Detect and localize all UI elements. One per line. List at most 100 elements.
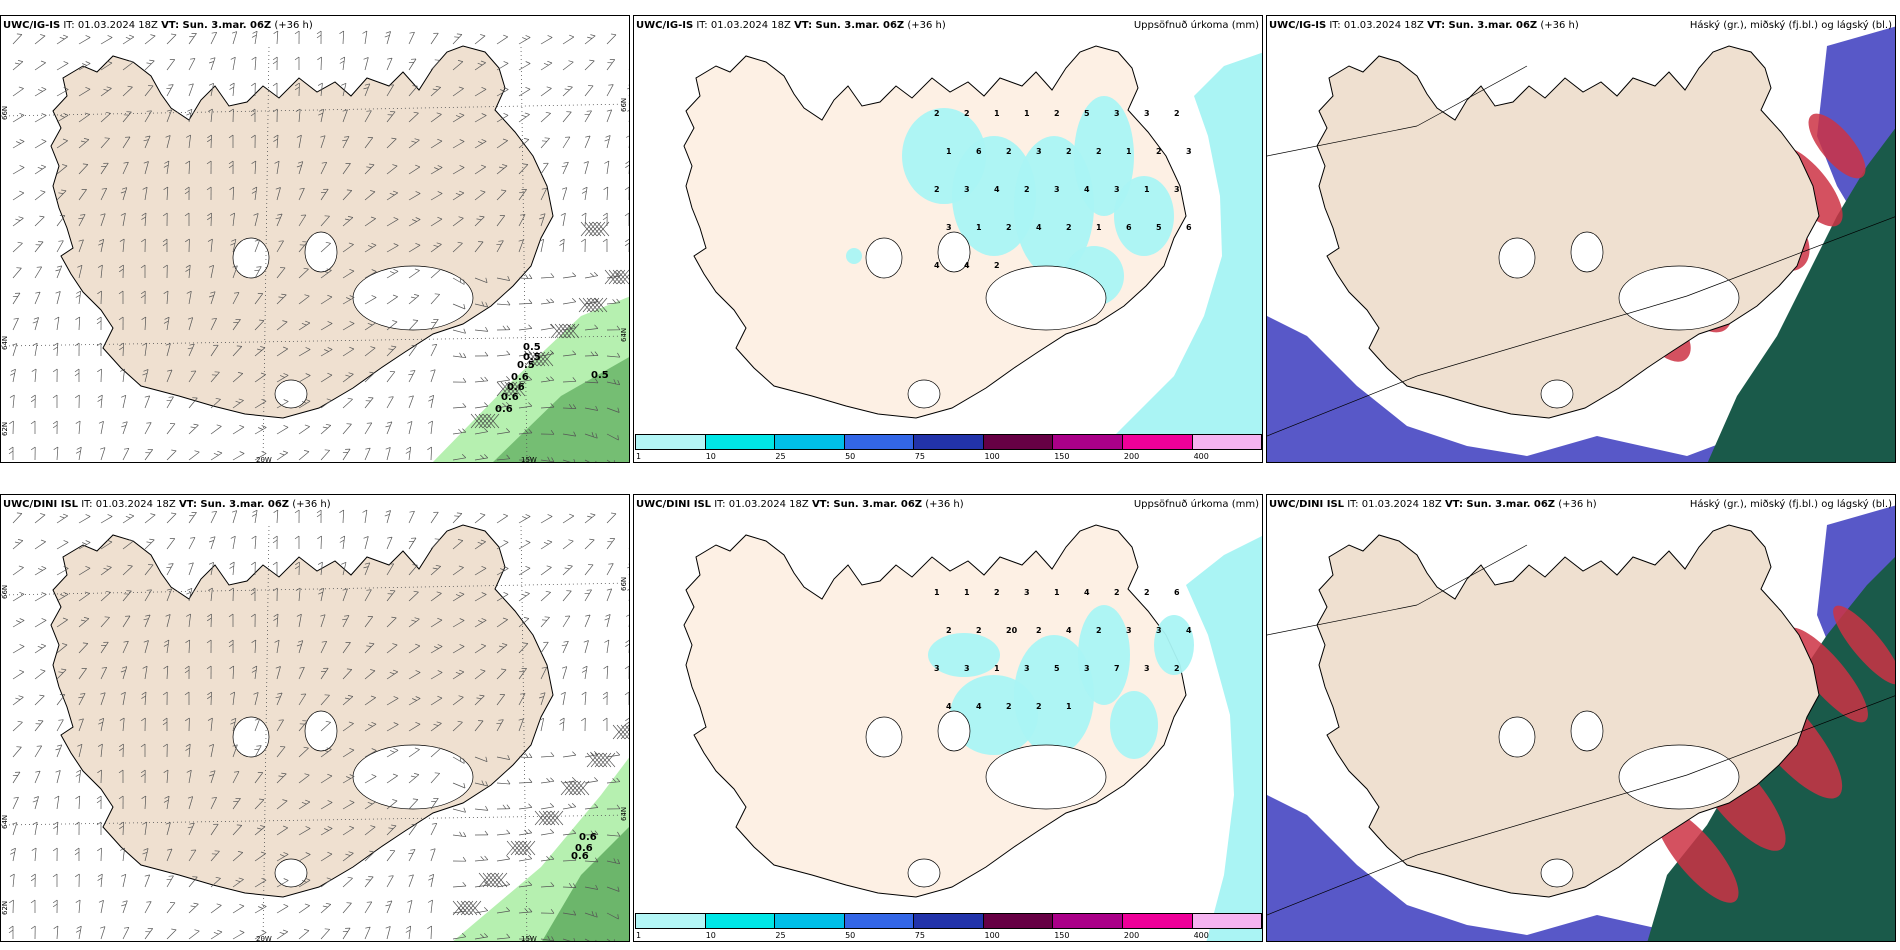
wind-barb — [34, 291, 41, 305]
glaciers — [865, 231, 1107, 409]
wind-barb — [100, 565, 112, 576]
fog-value: 0.5 — [517, 360, 535, 371]
wind-barb — [276, 346, 288, 357]
wind-barb — [140, 264, 146, 278]
precip-value: 3 — [1024, 664, 1030, 673]
wind-barb — [628, 434, 629, 435]
wind-barb — [52, 899, 58, 914]
wind-barb — [408, 874, 414, 888]
wind-barb — [474, 60, 486, 71]
wind-barb — [188, 370, 197, 383]
precip-colorbar: 1 10 25 50 75 100 150 200 400 — [634, 434, 1262, 462]
wind-barb — [496, 540, 509, 550]
wind-barb — [294, 30, 300, 45]
wind-barb — [254, 798, 265, 810]
wind-barb — [56, 34, 68, 45]
wind-barb — [518, 693, 526, 706]
precip-value: 2 — [934, 185, 940, 194]
colorbar-tick-label: 50 — [845, 452, 856, 461]
wind-barb — [364, 695, 376, 706]
wind-barb — [143, 614, 151, 628]
wind-barb — [142, 821, 148, 836]
colorbar-tick-label: 10 — [705, 452, 716, 461]
wind-barb — [386, 643, 398, 654]
wind-barb — [9, 873, 15, 888]
wind-barb — [364, 346, 376, 357]
wind-barb — [232, 265, 238, 279]
wind-barb — [408, 643, 421, 654]
wind-barb — [229, 108, 234, 123]
wind-barb — [408, 268, 420, 279]
wind-map: 0.50.50.50.60.60.60.60.566N64N62N66N64N2… — [1, 30, 629, 462]
wind-barb — [165, 343, 171, 357]
glacier-ice-cap — [907, 858, 941, 888]
glacier-ice-cap — [232, 716, 270, 758]
wind-barb — [75, 795, 81, 810]
wind-barb — [584, 59, 595, 71]
wind-barb — [78, 718, 84, 732]
wind-barb — [122, 615, 131, 628]
wind-barb — [430, 772, 440, 784]
panel-field-label: Háský (gr.), miðský (fj.bl.) og lágský (… — [1689, 499, 1892, 510]
wind-barb — [188, 450, 200, 461]
wind-barb — [386, 345, 397, 357]
colorbar-swatch — [705, 435, 776, 449]
wind-barb — [628, 939, 629, 940]
wind-barb — [408, 242, 421, 253]
wind-barb — [210, 850, 220, 862]
wind-barb — [364, 397, 374, 409]
wind-barb — [342, 615, 350, 628]
wind-barb — [496, 719, 504, 732]
colorbar-tick-label: 1 — [636, 931, 642, 940]
wind-barb — [320, 188, 329, 201]
wind-barb — [251, 186, 258, 201]
wind-barb — [580, 717, 586, 732]
wind-barb — [34, 266, 42, 279]
wind-barb — [540, 60, 553, 71]
wind-barb — [34, 139, 47, 149]
wind-barb — [408, 85, 418, 97]
wind-barb — [232, 824, 243, 836]
glacier-ice-cap — [1570, 710, 1604, 752]
wind-barb — [386, 294, 398, 305]
wind-barb — [386, 824, 397, 836]
wind-barb — [320, 215, 330, 227]
precip-value: 4 — [1066, 626, 1072, 635]
wind-barb — [584, 351, 599, 357]
wind-barb — [385, 447, 391, 461]
wind-barb — [34, 215, 45, 227]
wind-barb — [606, 59, 616, 71]
wind-barb — [320, 773, 333, 784]
wind-barb — [496, 376, 511, 383]
panel-title: UWC/IG-IS IT: 01.03.2024 18Z VT: Sun. 3.… — [1269, 20, 1579, 31]
wind-barb — [540, 273, 555, 279]
wind-barb — [166, 449, 177, 461]
wind-barb — [30, 394, 36, 409]
wind-barb — [74, 847, 80, 861]
wind-barb — [208, 291, 216, 305]
wind-barb — [496, 829, 511, 836]
wind-barb — [606, 298, 621, 305]
wind-barb — [606, 325, 621, 331]
colorbar-swatch — [1053, 914, 1123, 928]
glacier-ice-cap — [352, 265, 474, 331]
wind-barb — [452, 856, 467, 862]
wind-barb — [74, 368, 80, 382]
wind-barb — [140, 743, 146, 757]
wind-barb — [562, 615, 571, 628]
wind-barb — [208, 57, 216, 71]
wind-barb — [496, 34, 508, 45]
wind-barb — [34, 592, 47, 602]
wind-barb — [295, 108, 301, 123]
wind-barb — [34, 565, 47, 576]
wind-barb — [386, 217, 399, 227]
wind-barb — [474, 301, 489, 308]
wind-barb — [254, 293, 264, 305]
wind-barb — [276, 719, 284, 732]
wind-barb — [140, 717, 146, 732]
wind-barb — [624, 691, 629, 705]
wind-barb — [276, 424, 289, 435]
wind-barb — [320, 135, 326, 149]
wind-barb — [12, 669, 25, 680]
wind-barb — [77, 264, 83, 279]
